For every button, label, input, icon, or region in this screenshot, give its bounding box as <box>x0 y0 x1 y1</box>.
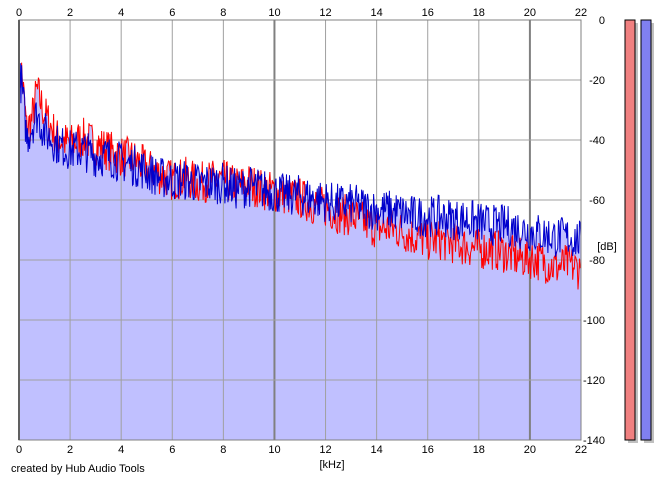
x-tick-label-bottom: 22 <box>575 444 587 456</box>
x-tick-label-bottom: 2 <box>67 444 73 456</box>
x-tick-label-bottom: 12 <box>319 444 331 456</box>
series-line-blue <box>18 63 582 257</box>
level-meter-left <box>624 19 636 441</box>
credit-text: created by Hub Audio Tools <box>11 463 145 475</box>
x-tick-label-bottom: 10 <box>268 444 280 456</box>
x-tick-label-top: 10 <box>268 7 280 19</box>
x-tick-label-top: 20 <box>524 7 536 19</box>
x-tick-label-top: 12 <box>319 7 331 19</box>
x-tick-label-top: 6 <box>169 7 175 19</box>
y-tick-label: 0 <box>599 15 605 27</box>
y-tick-label: -80 <box>589 255 605 267</box>
spectrum-fill-area <box>19 62 581 440</box>
x-tick-label-top: 8 <box>220 7 226 19</box>
x-tick-label-bottom: 18 <box>473 444 485 456</box>
y-axis-label: [dB] <box>597 241 617 253</box>
level-meter-right <box>640 19 652 441</box>
y-tick-label: -140 <box>583 435 605 447</box>
x-tick-label-top: 16 <box>422 7 434 19</box>
x-tick-label-bottom: 4 <box>118 444 124 456</box>
x-tick-label-bottom: 8 <box>220 444 226 456</box>
x-tick-label-top: 2 <box>67 7 73 19</box>
x-tick-label-bottom: 6 <box>169 444 175 456</box>
y-tick-label: -20 <box>589 75 605 87</box>
x-axis-label: [kHz] <box>319 459 344 471</box>
x-tick-label-top: 14 <box>371 7 383 19</box>
y-tick-label: -40 <box>589 135 605 147</box>
x-tick-label-top: 0 <box>16 7 22 19</box>
x-tick-label-top: 4 <box>118 7 124 19</box>
y-tick-label: -60 <box>589 195 605 207</box>
y-tick-label: -100 <box>583 315 605 327</box>
y-tick-label: -120 <box>583 375 605 387</box>
x-tick-label-bottom: 20 <box>524 444 536 456</box>
x-tick-label-top: 22 <box>575 7 587 19</box>
x-tick-label-top: 18 <box>473 7 485 19</box>
x-tick-label-bottom: 0 <box>16 444 22 456</box>
x-tick-label-bottom: 16 <box>422 444 434 456</box>
x-tick-label-bottom: 14 <box>371 444 383 456</box>
